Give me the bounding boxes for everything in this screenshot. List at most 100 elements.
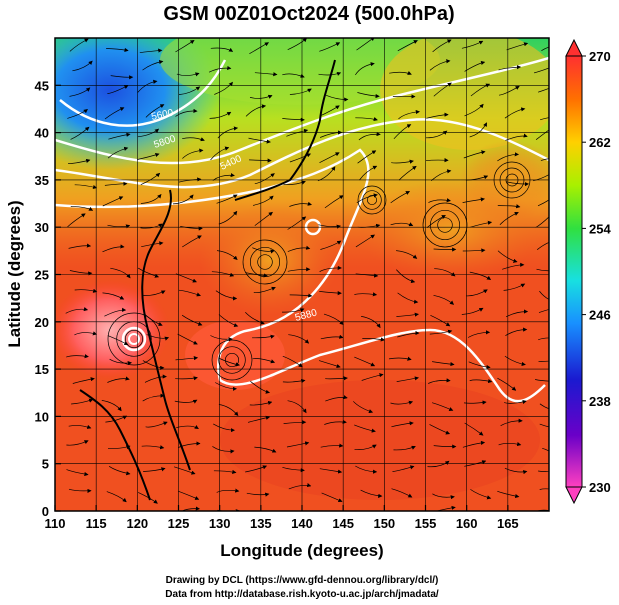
- colorbar-tick-label: 270: [589, 49, 611, 64]
- streamline: [107, 85, 129, 94]
- streamline: [286, 441, 310, 448]
- streamline: [70, 206, 94, 211]
- streamline: [506, 181, 530, 187]
- streamline: [287, 400, 307, 414]
- streamline: [428, 198, 451, 203]
- streamline: [174, 399, 198, 404]
- streamline: [431, 402, 454, 411]
- streamline: [538, 470, 549, 472]
- streamline: [102, 196, 124, 207]
- streamline: [539, 290, 549, 300]
- x-axis-label: Longitude (degrees): [220, 541, 383, 560]
- streamline: [462, 440, 486, 448]
- streamline: [353, 401, 374, 414]
- streamline: [357, 92, 380, 99]
- streamline: [248, 415, 271, 423]
- streamline: [428, 378, 451, 384]
- x-tick-label: 145: [332, 516, 354, 531]
- streamline: [318, 71, 342, 76]
- streamline: [466, 289, 488, 297]
- y-tick-label: 45: [35, 78, 49, 93]
- streamline: [356, 38, 375, 51]
- streamline: [253, 195, 274, 206]
- x-tick-label: 115: [86, 516, 107, 531]
- streamline: [393, 445, 416, 451]
- streamline: [506, 42, 529, 51]
- streamline: [249, 400, 273, 406]
- contour-label: 5600: [150, 107, 174, 122]
- streamline: [498, 85, 520, 96]
- streamline: [142, 360, 165, 370]
- streamline: [433, 82, 452, 97]
- x-tick-label: 165: [497, 516, 519, 531]
- streamline: [538, 360, 549, 362]
- streamline: [102, 244, 125, 253]
- streamline: [145, 104, 165, 118]
- streamline: [108, 132, 131, 140]
- streamline: [172, 194, 194, 205]
- streamline: [175, 40, 195, 53]
- streamline: [429, 329, 453, 335]
- streamline: [325, 376, 348, 381]
- vortex-streamline: [249, 246, 281, 278]
- streamline: [139, 48, 163, 54]
- streamline: [318, 224, 341, 229]
- streamline: [469, 271, 492, 281]
- streamline: [105, 415, 128, 423]
- streamline: [319, 152, 340, 164]
- streamline: [498, 441, 522, 447]
- streamline: [106, 47, 129, 53]
- y-tick-label: 40: [35, 126, 49, 141]
- streamline: [469, 122, 487, 138]
- streamline: [504, 399, 527, 405]
- streamline: [355, 62, 375, 76]
- streamline: [388, 356, 412, 361]
- streamline: [212, 173, 235, 181]
- streamline: [253, 286, 276, 294]
- y-tick-label: 35: [35, 173, 49, 188]
- streamline: [468, 361, 491, 370]
- streamline: [324, 419, 347, 425]
- x-tick-label: 155: [415, 516, 437, 531]
- streamline: [433, 444, 457, 449]
- streamline: [325, 395, 348, 402]
- streamline: [470, 83, 491, 97]
- streamline: [289, 88, 312, 95]
- streamline: [391, 488, 413, 498]
- streamline: [68, 488, 92, 493]
- colorbar-min-arrow: [565, 486, 583, 505]
- streamline: [432, 361, 455, 367]
- streamline: [358, 132, 381, 141]
- streamline: [216, 250, 238, 260]
- streamline: [361, 316, 381, 329]
- streamline: [181, 314, 203, 326]
- streamline: [505, 327, 528, 336]
- streamline: [539, 423, 549, 428]
- streamline: [497, 490, 520, 499]
- streamline: [245, 311, 265, 325]
- colorbar: 270 262 254 246 238 230: [565, 38, 611, 505]
- y-tick-label: 10: [35, 409, 49, 424]
- wind-streamlines: [65, 38, 549, 511]
- streamline: [389, 71, 412, 75]
- streamline: [181, 506, 200, 511]
- vortex-streamline: [366, 194, 378, 206]
- streamline: [252, 247, 275, 254]
- y-axis-label: Latitude (degrees): [5, 200, 24, 347]
- streamline: [540, 158, 549, 161]
- colorbar-tick-label: 230: [589, 480, 611, 495]
- streamline: [218, 210, 238, 225]
- streamline: [504, 355, 526, 367]
- streamline: [467, 330, 491, 338]
- x-tick-label: 120: [126, 516, 148, 531]
- streamline: [175, 356, 199, 361]
- vortex-streamline: [211, 339, 253, 381]
- streamline: [319, 468, 343, 474]
- vortex-streamline: [124, 329, 144, 349]
- credit-data: Data from http://database.rish.kyoto-u.a…: [165, 589, 439, 600]
- streamline: [430, 169, 452, 181]
- streamline: [107, 445, 131, 450]
- streamline: [320, 240, 342, 250]
- streamline: [218, 404, 239, 417]
